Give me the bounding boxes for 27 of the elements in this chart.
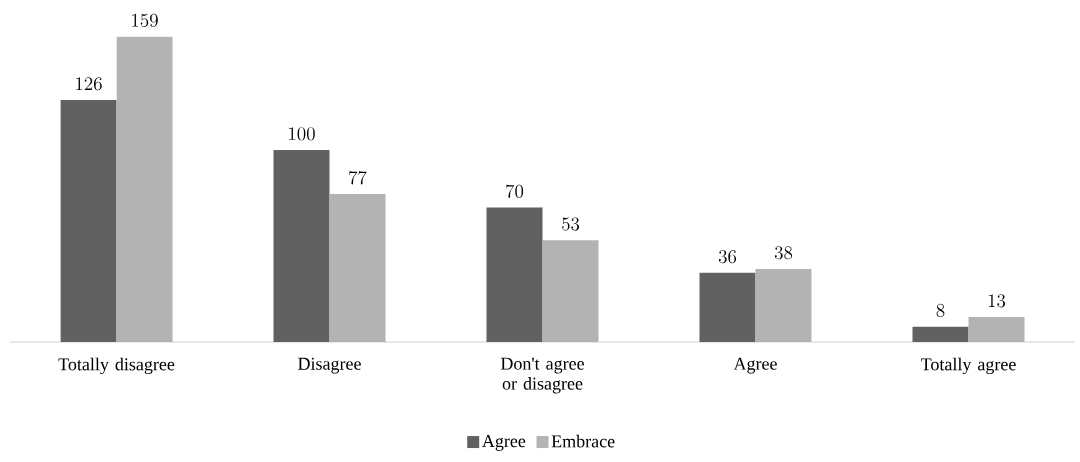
bar — [273, 149, 330, 342]
data-label: 159 — [132, 13, 158, 27]
bar — [755, 269, 812, 342]
bar — [486, 207, 543, 342]
data-label: 126 — [76, 77, 102, 91]
x-tick-label: Don't agree or disagree — [500, 357, 584, 394]
data-label: 100 — [289, 127, 315, 141]
legend-label: Embrace — [551, 434, 615, 448]
data-label: 13 — [988, 294, 1006, 308]
bar — [968, 317, 1025, 342]
legend-label: Agree — [482, 435, 526, 451]
bar — [699, 272, 756, 342]
bar — [329, 194, 386, 342]
data-label: 36 — [718, 250, 737, 264]
data-label: 38 — [774, 246, 793, 260]
data-label: 77 — [349, 171, 367, 185]
bar — [116, 36, 173, 342]
bar — [912, 326, 969, 342]
x-tick-label: Disagree — [298, 357, 361, 374]
x-tick-label: Agree — [733, 357, 777, 374]
data-label: 70 — [506, 184, 524, 198]
x-tick-label: Totally agree — [920, 357, 1016, 375]
x-tick-label: Totally disagree — [58, 357, 175, 375]
data-label: 8 — [936, 303, 945, 317]
bar — [60, 100, 117, 342]
bar — [542, 240, 599, 342]
data-label: 53 — [562, 217, 580, 231]
